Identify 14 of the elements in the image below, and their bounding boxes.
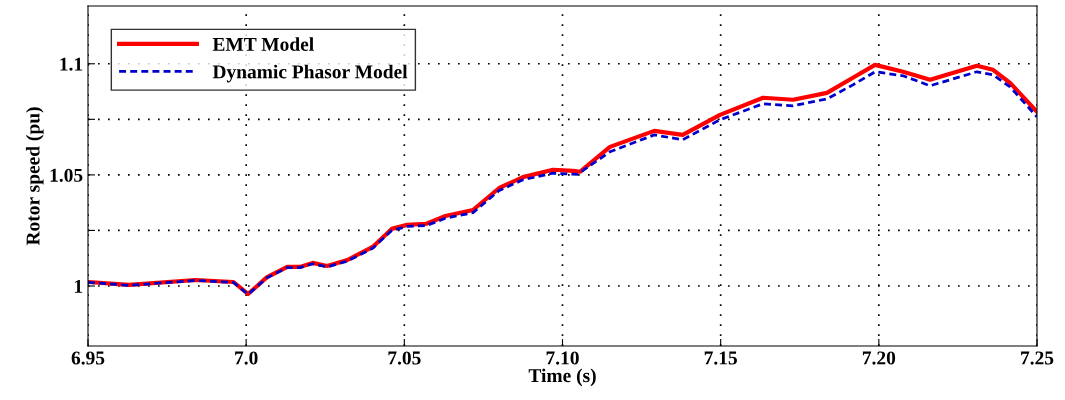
x-tick-label: 7.25 bbox=[1021, 351, 1054, 365]
x-tick-label: 7.15 bbox=[704, 351, 737, 365]
y-axis-title: Rotor speed (pu) bbox=[25, 107, 44, 246]
y-tick-label: 1 bbox=[74, 279, 83, 293]
legend-label: EMT Model bbox=[212, 37, 314, 51]
x-tick-label: 7.10 bbox=[546, 351, 579, 365]
y-tick-label: 1.05 bbox=[50, 168, 83, 182]
x-tick-label: 7.20 bbox=[862, 351, 896, 365]
x-tick-label: 6.95 bbox=[71, 351, 105, 365]
x-axis-title: Time (s) bbox=[528, 368, 596, 387]
x-tick-label: 7.05 bbox=[388, 351, 421, 365]
legend-label: Dynamic Phasor Model bbox=[212, 64, 408, 83]
y-tick-label: 1.1 bbox=[60, 57, 83, 71]
x-tick-label: 7.0 bbox=[235, 351, 258, 365]
